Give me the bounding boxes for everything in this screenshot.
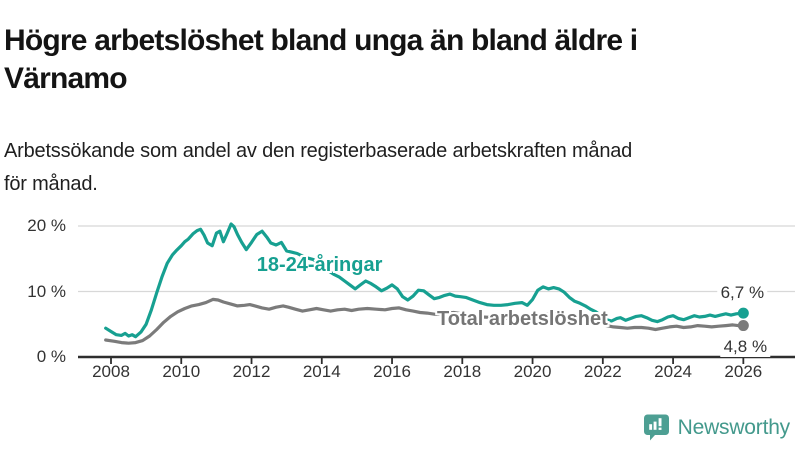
end-value-label-total: 4,8 %	[720, 336, 771, 357]
series-label-total: Total arbetslöshet	[437, 308, 608, 331]
end-value-label-youth: 6,7 %	[717, 283, 768, 304]
y-tick-label: 0 %	[36, 347, 66, 366]
x-tick-label: 2014	[302, 362, 341, 381]
exclamation-stem	[658, 418, 662, 427]
series-label-youth: 18-24-åringar	[256, 254, 383, 277]
chart-subtitle: Arbetssökande som andel av den registerb…	[4, 135, 796, 201]
x-tick-label: 2026	[724, 362, 763, 381]
page-title-line-1: Högre arbetslöshet bland unga än bland ä…	[4, 24, 638, 58]
x-tick-label: 2020	[513, 362, 552, 381]
page-title: Högre arbetslöshet bland unga än bland ä…	[4, 22, 796, 98]
series-end-dot-0	[737, 307, 749, 319]
chart-subtitle-line-1: Arbetssökande som andel av den registerb…	[4, 140, 633, 162]
bar-2	[653, 421, 657, 430]
x-tick-label: 2022	[583, 362, 622, 381]
x-tick-label: 2008	[92, 362, 130, 381]
x-tick-label: 2010	[162, 362, 201, 381]
x-tick-label: 2012	[232, 362, 271, 381]
x-tick-label: 2016	[373, 362, 411, 381]
brand-name: Newsworthy	[677, 416, 791, 439]
bar-1	[648, 424, 652, 430]
y-tick-label: 10 %	[27, 281, 66, 301]
y-tick-label: 20 %	[27, 216, 66, 235]
brand-footer-link[interactable]: Newsworthy	[643, 413, 790, 443]
page-title-line-2: Värnamo	[4, 62, 128, 96]
exclamation-dot	[658, 427, 662, 430]
x-tick-label: 2018	[443, 362, 482, 381]
series-line-0	[104, 222, 745, 339]
newsworthy-logo-icon	[643, 414, 669, 441]
x-tick-label: 2024	[654, 362, 692, 381]
series-line-1	[104, 297, 745, 345]
series-end-dot-1	[737, 320, 749, 332]
chart-subtitle-line-2: för månad.	[4, 173, 98, 195]
